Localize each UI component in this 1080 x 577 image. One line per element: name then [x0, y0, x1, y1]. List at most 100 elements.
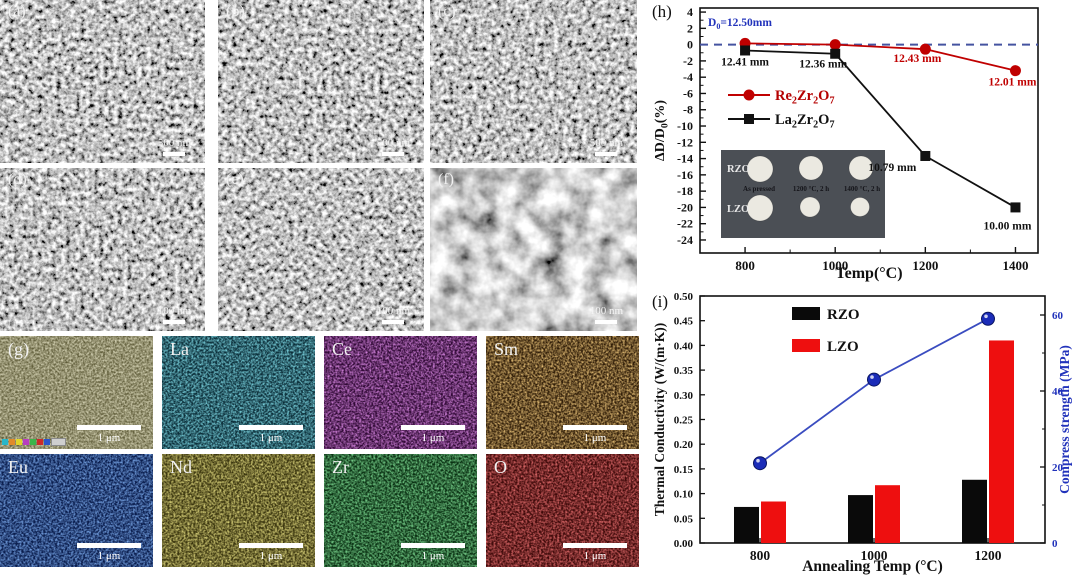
svg-text:800: 800: [735, 258, 755, 273]
data-point: [867, 372, 881, 387]
pellet-disc: [746, 194, 774, 222]
svg-text:0.25: 0.25: [674, 415, 694, 427]
diameter-annotation: 12.41 mm: [721, 56, 769, 68]
svg-text:1200: 1200: [975, 548, 1002, 563]
data-point: [740, 45, 751, 56]
pellet-photo-inset: RZO LZO As pressed 1200 °C, 2 h 1400 °C, 2 h: [721, 150, 885, 238]
bar: [734, 506, 759, 543]
bars-lzo: [761, 340, 1014, 543]
data-point: [920, 150, 931, 161]
pellet-disc: [746, 155, 774, 183]
scale-bar: 100 nm: [377, 306, 410, 324]
eds-map-image: [0, 454, 153, 567]
sem-panel-e: (e) 100 nm: [218, 168, 424, 331]
eds-element-label: O: [494, 457, 507, 477]
sem-panel-a: (a) 500 nm: [0, 0, 205, 163]
pellet-disc: [848, 155, 874, 181]
svg-text:4: 4: [687, 5, 693, 19]
svg-text:40: 40: [1052, 386, 1064, 398]
data-point: [1010, 202, 1021, 213]
sem-panel-letter: (b): [226, 3, 245, 20]
scale-bar-text: 1 μm: [421, 549, 445, 562]
scale-bar-line: [77, 542, 141, 548]
scale-bar-line: [382, 152, 405, 156]
legend-label-rzo: Re2Zr2O7: [775, 88, 835, 106]
eds-map-Sm: Sm 1 μm: [486, 336, 639, 449]
x-axis: 800 1000 1200 1400: [735, 247, 1028, 273]
diameter-annotation: 12.43 mm: [893, 53, 941, 65]
scale-bar: 1 μm: [77, 424, 141, 444]
scale-bar-line: [77, 424, 141, 430]
svg-text:-12: -12: [677, 135, 693, 149]
series-rzo: 12.43 mm 12.01 mm: [739, 37, 1037, 89]
color-chip: [2, 439, 8, 445]
legend-label-lzo: La2Zr2O7: [775, 112, 835, 130]
legend-label-rzo: RZO: [827, 307, 860, 323]
series-lzo: 12.41 mm 12.36 mm 10.79 mm 10.00 mm: [721, 45, 1032, 232]
bar: [962, 479, 987, 543]
svg-text:-8: -8: [683, 103, 693, 117]
sem-panel-b: (b) 500 nm: [218, 0, 424, 163]
eds-element-label: La: [170, 339, 189, 359]
sem-panel-letter: (a): [8, 3, 26, 20]
color-chip: [44, 439, 50, 445]
color-chip: [30, 439, 36, 445]
legend-box: [51, 438, 66, 446]
scale-bar-line: [239, 542, 303, 548]
chart-i-thermal-strength: (i) 0.00 0.05 0.10 0.15 0.20 0.25 0.30 0.35 0.40…: [650, 290, 1080, 577]
data-point: [919, 43, 931, 55]
left-axis-title: Thermal Conductivity (W/(m·K)): [652, 323, 667, 516]
svg-text:-24: -24: [677, 233, 693, 247]
color-chip: [16, 439, 22, 445]
svg-text:0.30: 0.30: [674, 390, 694, 402]
scale-bar-line: [382, 320, 405, 324]
scale-bar-line: [401, 424, 465, 430]
svg-text:0: 0: [1052, 538, 1058, 550]
diameter-annotation: 12.01 mm: [989, 77, 1037, 89]
eds-map-Ce: Ce 1 μm: [324, 336, 477, 449]
left-axis: 0.00 0.05 0.10 0.15 0.20 0.25 0.30 0.35 0.40 0.45…: [674, 291, 705, 550]
sem-panel-f: (f) 100 nm: [430, 168, 637, 331]
scale-bar-text: 100 nm: [589, 305, 623, 318]
svg-text:-22: -22: [677, 217, 693, 231]
bar: [875, 485, 900, 543]
scale-bar-line: [163, 320, 186, 324]
eds-element-label: Zr: [332, 457, 349, 477]
svg-text:-20: -20: [677, 200, 693, 214]
thermal-strength-chart-svg: 0.00 0.05 0.10 0.15 0.20 0.25 0.30 0.35 0.40 0.45…: [652, 291, 1072, 575]
scale-bar-text: 1 μm: [259, 431, 283, 444]
sem-micrograph-image: [218, 0, 424, 163]
svg-text:20: 20: [1052, 462, 1064, 474]
sem-panel-letter: (f): [438, 171, 454, 188]
eds-map-g: (g) 1 μm: [0, 336, 153, 449]
scale-bar: 100 nm: [158, 306, 191, 324]
legend: RZO LZO: [792, 307, 860, 355]
y-axis: 4 2 0 -2 -4 -6 -8 -10 -12 -14 -16 -18 -20 -22 -24: [677, 5, 706, 247]
diameter-annotation: 10.79 mm: [868, 162, 916, 174]
svg-text:1000: 1000: [861, 548, 888, 563]
scale-bar: 500 nm: [377, 138, 410, 156]
eds-map-image: [324, 336, 477, 449]
svg-text:0.15: 0.15: [674, 464, 694, 476]
eds-element-label: Nd: [170, 457, 192, 477]
eds-map-La: La 1 μm: [162, 336, 315, 449]
bar: [761, 501, 786, 543]
series-compress-strength: [753, 311, 995, 471]
scale-bar: 1 μm: [77, 542, 141, 562]
svg-text:-10: -10: [677, 119, 693, 133]
right-axis: 0 20 40 60: [1040, 310, 1064, 550]
svg-text:-4: -4: [683, 70, 693, 84]
x-axis-title: Temp(°C): [835, 265, 902, 282]
sem-panel-d: (d) 100 nm: [0, 168, 205, 331]
scale-bar-text: 1 μm: [421, 431, 445, 444]
pellet-disc: [798, 155, 824, 181]
scale-bar-line: [163, 152, 186, 156]
svg-text:0.20: 0.20: [674, 439, 694, 451]
svg-text:-16: -16: [677, 168, 693, 182]
svg-text:60: 60: [1052, 310, 1064, 322]
scale-bar: 1 μm: [401, 542, 465, 562]
scale-bar-text: 1 μm: [259, 549, 283, 562]
scale-bar: 500 nm: [158, 138, 191, 156]
x-axis: 800 1000 1200: [750, 538, 1002, 563]
data-point: [829, 39, 841, 51]
